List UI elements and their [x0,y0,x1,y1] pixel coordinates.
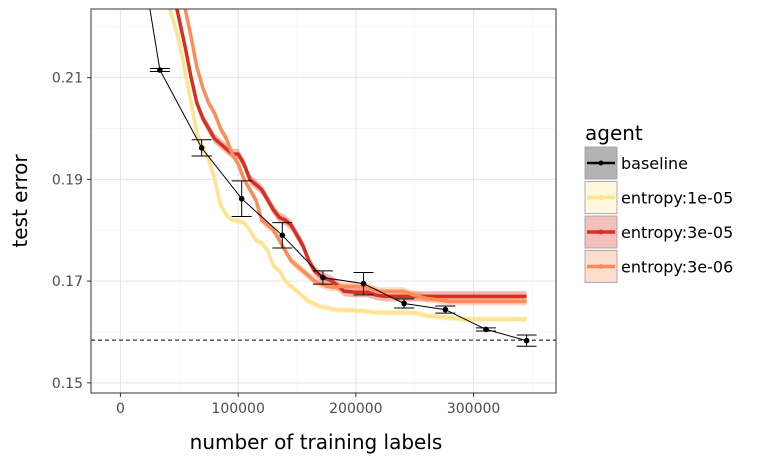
legend-label: entropy:1e-05 [621,189,733,208]
data-point [483,326,489,333]
legend-item-entropy-1e-05: entropy:1e-05 [584,181,733,214]
data-point [523,337,530,344]
series-line-entropy-3e-06 [183,9,527,304]
ribbon-entropy-3e-06 [185,9,527,306]
data-point [157,67,163,73]
data-point [279,232,286,239]
legend-label: entropy:3e-05 [621,223,733,242]
data-point [198,145,205,151]
ribbon-entropy-1e-05 [169,9,527,323]
y-tick-label: 0.19 [52,172,83,188]
x-axis-title: number of training labels [190,430,443,454]
x-tick-label: 200000 [329,401,382,417]
x-tick-label: 100000 [211,401,264,417]
data-point [401,300,407,307]
panel-background [91,9,556,393]
series-line-entropy-3e-05 [175,9,527,299]
legend-label: baseline [621,154,688,173]
legend-item-entropy-3e-06: entropy:3e-06 [584,250,733,283]
x-axis: 0 100000 200000 300000 [116,393,500,417]
legend-item-entropy-3e-05: entropy:3e-05 [584,215,733,249]
legend: agent baseline entropy:1e-05 entropy:3e-05… [584,121,733,283]
x-tick-label: 0 [116,401,125,417]
panel-border [90,8,557,394]
legend-item-baseline: baseline [584,146,688,180]
grid-major [91,9,556,393]
legend-label: entropy:3e-06 [621,258,733,277]
y-axis-title: test error [8,154,32,248]
series-lines [168,9,527,322]
legend-title: agent [585,121,643,145]
legend-key-point [598,160,604,166]
plot-area [91,9,556,347]
data-point [238,195,245,202]
data-point [320,274,326,281]
x-tick-label: 300000 [447,401,500,417]
baseline-series [149,9,537,347]
legend-key-point [598,229,604,235]
y-tick-label: 0.15 [52,376,83,392]
y-tick-label: 0.21 [52,71,83,87]
grid-minor [91,9,556,393]
data-point [442,306,449,313]
legend-key-point [598,195,604,200]
y-tick-label: 0.17 [52,274,83,290]
series-line-entropy-1e-05 [168,9,527,322]
legend-key-point [598,264,604,269]
series-ribbons [169,9,527,323]
data-point [360,280,367,287]
y-axis: 0.15 0.17 0.19 0.21 [52,71,91,392]
